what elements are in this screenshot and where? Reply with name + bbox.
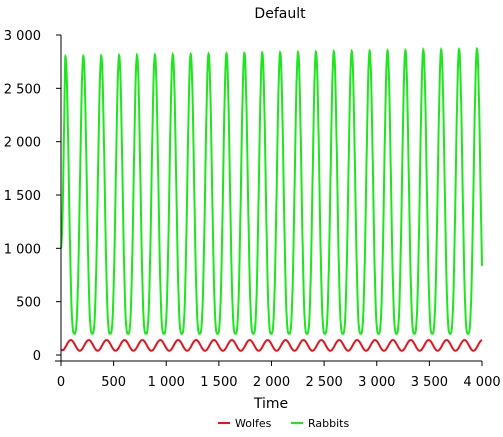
x-tick-label: 1 500 [200,375,237,390]
chart-title: Default [254,6,306,22]
x-tick-label: 4 000 [463,375,500,390]
series-line-rabbits [60,46,483,335]
legend-label-wolfes: Wolfes [235,417,272,430]
y-tick-label: 2 500 [4,82,41,97]
y-tick-label: 500 [16,296,41,311]
x-tick-label: 2 500 [306,375,343,390]
x-tick-label: 3 000 [358,375,395,390]
x-axis-label: Time [253,396,288,412]
x-tick-label: 2 000 [253,375,290,390]
y-tick-label: 2 000 [4,136,41,151]
x-tick-label: 3 500 [411,375,448,390]
x-axis: 0 500 1 000 1 500 2 000 2 500 3 000 3 500 4 000 [55,360,501,390]
series-line-wolfes [60,339,483,352]
legend: Wolfes Rabbits [218,417,349,430]
y-tick-label: 1 500 [4,189,41,204]
x-tick-label: 0 [57,375,65,390]
y-axis: 0 500 1 000 1 500 2 000 2 500 3 000 [4,29,62,364]
legend-label-rabbits: Rabbits [308,417,349,430]
plot-area [60,46,483,352]
x-tick-label: 500 [101,375,126,390]
y-tick-label: 3 000 [4,29,41,44]
x-tick-label: 1 000 [148,375,185,390]
y-tick-label: 0 [33,349,41,364]
y-tick-label: 1 000 [4,242,41,257]
